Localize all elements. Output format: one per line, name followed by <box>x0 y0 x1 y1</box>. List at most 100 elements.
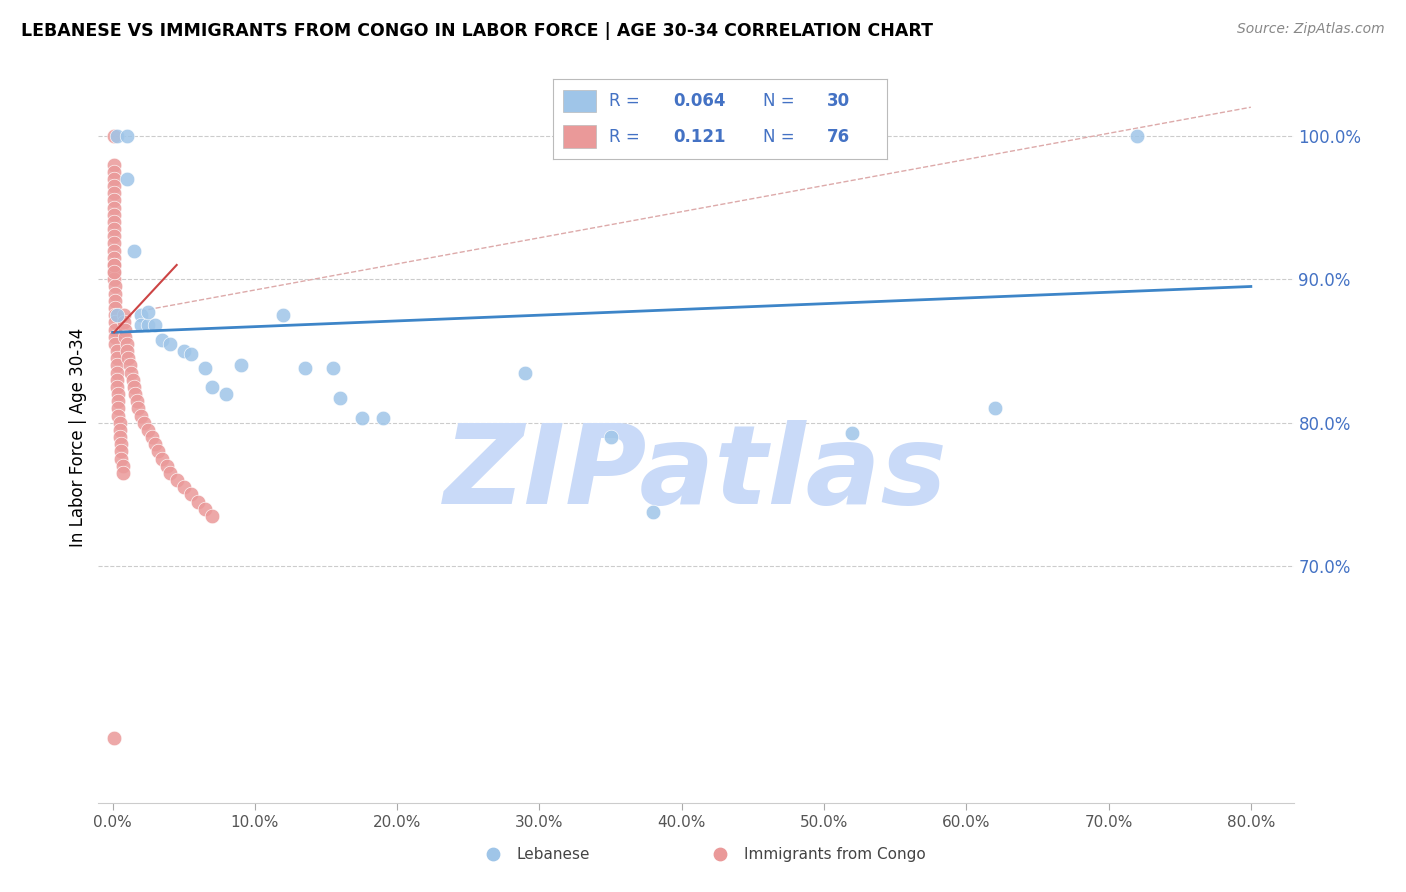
Text: Immigrants from Congo: Immigrants from Congo <box>744 847 925 862</box>
Point <box>103 186 125 201</box>
Point <box>152 333 174 347</box>
Point <box>107 401 129 416</box>
Point <box>105 359 128 373</box>
Point <box>108 430 131 444</box>
Point <box>110 451 132 466</box>
Point <box>105 344 128 359</box>
Text: Lebanese: Lebanese <box>517 847 591 862</box>
Point <box>129 318 152 333</box>
Point <box>105 380 128 394</box>
Point <box>136 305 159 319</box>
Point <box>841 425 863 440</box>
Point <box>103 229 125 244</box>
Point <box>136 423 159 437</box>
Point <box>104 279 127 293</box>
Point <box>173 480 195 494</box>
Point <box>103 208 125 222</box>
Point <box>104 293 127 308</box>
Point <box>115 336 138 351</box>
Point <box>159 466 181 480</box>
Point <box>103 201 125 215</box>
Point <box>103 158 125 172</box>
Point <box>104 286 127 301</box>
Point <box>111 458 134 473</box>
Point <box>110 444 132 458</box>
Point <box>152 451 174 466</box>
Point <box>156 458 179 473</box>
Point <box>117 351 139 366</box>
Point <box>107 409 129 423</box>
Point <box>112 308 135 322</box>
Point <box>159 336 181 351</box>
Point <box>1126 128 1149 143</box>
Point <box>127 401 149 416</box>
Point <box>114 329 136 343</box>
Point <box>112 315 135 329</box>
Point <box>107 394 129 409</box>
Point <box>371 411 394 425</box>
Point <box>215 387 238 401</box>
Point <box>105 351 128 366</box>
Point <box>104 315 127 329</box>
Text: LEBANESE VS IMMIGRANTS FROM CONGO IN LABOR FORCE | AGE 30-34 CORRELATION CHART: LEBANESE VS IMMIGRANTS FROM CONGO IN LAB… <box>21 22 934 40</box>
Point <box>122 244 145 258</box>
Point <box>103 172 125 186</box>
Point <box>104 308 127 322</box>
Point <box>103 731 125 746</box>
Point <box>201 508 224 523</box>
Point <box>194 501 217 516</box>
Point <box>643 505 665 519</box>
Text: Source: ZipAtlas.com: Source: ZipAtlas.com <box>1237 22 1385 37</box>
Point <box>104 336 127 351</box>
Point <box>120 366 142 380</box>
Point <box>103 272 125 286</box>
Point <box>515 366 537 380</box>
Point <box>103 179 125 194</box>
Point <box>103 258 125 272</box>
Point <box>350 411 373 425</box>
Point <box>173 344 195 359</box>
Point <box>984 401 1007 416</box>
Point <box>141 430 163 444</box>
Point <box>114 322 136 336</box>
Point <box>111 466 134 480</box>
Point <box>103 244 125 258</box>
Point <box>129 308 152 322</box>
Point <box>187 494 209 508</box>
Point <box>273 308 295 322</box>
Point <box>125 394 148 409</box>
Point <box>201 380 224 394</box>
Point <box>180 347 202 361</box>
Point <box>103 165 125 179</box>
Point <box>103 194 125 208</box>
Point <box>136 318 159 333</box>
Point <box>180 487 202 501</box>
Point <box>322 361 344 376</box>
Point <box>105 308 128 322</box>
Point <box>122 380 145 394</box>
Point <box>129 409 152 423</box>
Point <box>599 430 621 444</box>
Point <box>103 128 125 143</box>
Point <box>105 128 128 143</box>
Point <box>132 416 155 430</box>
Point <box>194 361 217 376</box>
Point <box>103 215 125 229</box>
Point <box>121 373 143 387</box>
Point <box>104 329 127 343</box>
Point <box>103 222 125 236</box>
Point <box>329 392 352 406</box>
Point <box>115 172 138 186</box>
Point <box>148 444 170 458</box>
Point <box>108 423 131 437</box>
Point <box>294 361 316 376</box>
Text: ZIPatlas: ZIPatlas <box>444 420 948 527</box>
Point <box>229 359 252 373</box>
Point <box>105 366 128 380</box>
Point <box>124 387 146 401</box>
Point <box>166 473 188 487</box>
Point <box>103 236 125 251</box>
Point <box>103 258 125 272</box>
Point <box>118 359 141 373</box>
Point <box>103 251 125 265</box>
